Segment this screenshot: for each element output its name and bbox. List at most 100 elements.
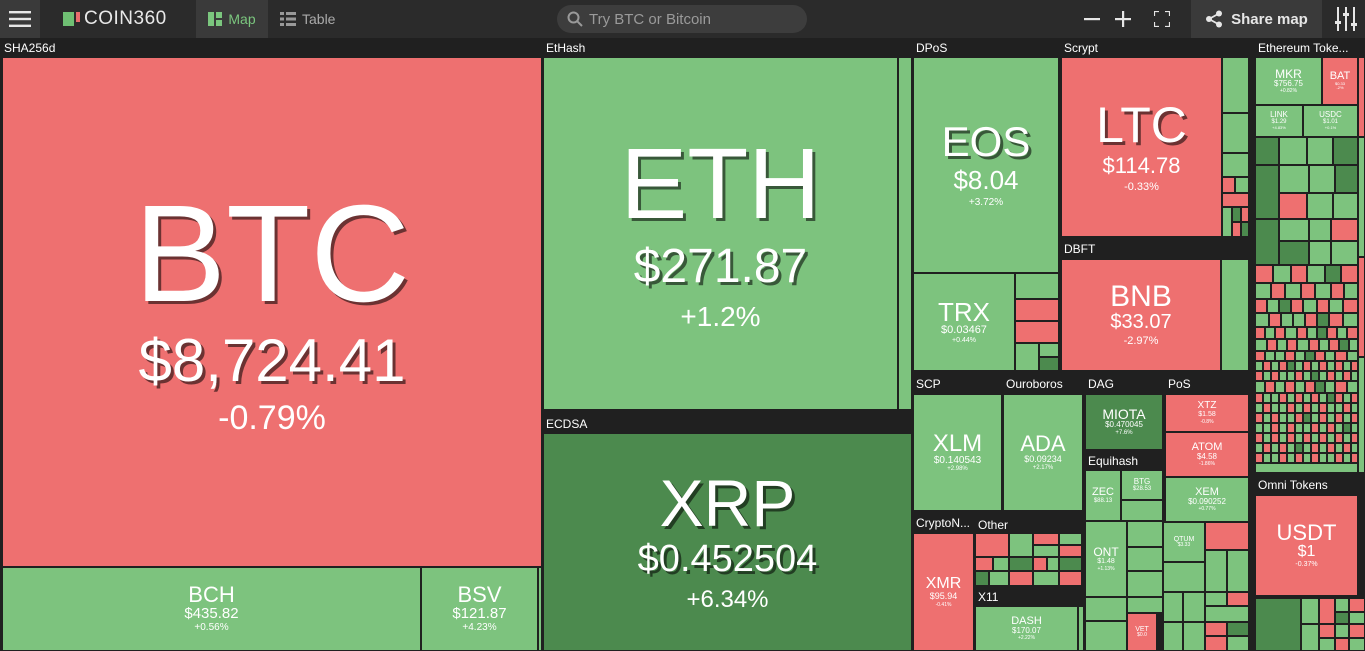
- coin-tile-small[interactable]: [1307, 137, 1333, 165]
- coin-tile-small[interactable]: [1358, 57, 1365, 137]
- coin-tile-small[interactable]: [1085, 597, 1127, 621]
- coin-tile-small[interactable]: [1085, 621, 1127, 651]
- coin-tile-small[interactable]: [1311, 371, 1319, 381]
- coin-tile-small[interactable]: [1279, 443, 1287, 453]
- coin-tile-small[interactable]: [1275, 327, 1285, 339]
- coin-tile-bch[interactable]: BCH $435.82 +0.56%: [2, 567, 421, 651]
- coin-tile-small[interactable]: [1271, 423, 1279, 433]
- search-input[interactable]: [587, 9, 801, 29]
- coin-tile-small[interactable]: [1221, 259, 1249, 371]
- coin-tile-small[interactable]: [1287, 453, 1295, 463]
- coin-tile-small[interactable]: [1265, 381, 1275, 393]
- coin-tile-small[interactable]: [1279, 241, 1309, 265]
- menu-button[interactable]: [0, 0, 40, 38]
- coin-tile-btg[interactable]: BTG $28.53: [1121, 470, 1163, 500]
- coin-tile-small[interactable]: [1227, 550, 1249, 592]
- coin-tile-small[interactable]: [1255, 381, 1265, 393]
- coin-tile-small[interactable]: [1255, 433, 1263, 443]
- coin-tile-small[interactable]: [1303, 443, 1311, 453]
- coin-tile-small[interactable]: [1255, 463, 1358, 473]
- coin-tile-small[interactable]: [1351, 433, 1358, 443]
- coin-tile-small[interactable]: [1232, 222, 1241, 237]
- coin-tile-small[interactable]: [1078, 606, 1084, 651]
- coin-tile-small[interactable]: [1333, 193, 1358, 219]
- coin-tile-bsv[interactable]: BSV $121.87 +4.23%: [421, 567, 538, 651]
- coin-tile-small[interactable]: [1325, 351, 1335, 361]
- coin-tile-small[interactable]: [1255, 299, 1267, 313]
- coin-tile-xem[interactable]: XEM $0.090252 +0.77%: [1165, 477, 1249, 522]
- coin-tile-small[interactable]: [898, 57, 912, 410]
- coin-tile-small[interactable]: [1265, 327, 1275, 339]
- coin-tile-small[interactable]: [1279, 361, 1287, 371]
- coin-tile-small[interactable]: [1009, 571, 1033, 586]
- coin-tile-bnb[interactable]: BNB $33.07 -2.97%: [1061, 259, 1221, 371]
- coin-tile-small[interactable]: [1349, 638, 1365, 651]
- coin-tile-small[interactable]: [1279, 371, 1287, 381]
- coin-tile-xlm[interactable]: XLM $0.140543 +2.98%: [913, 394, 1002, 511]
- coin-tile-vet[interactable]: VET $0.0: [1127, 613, 1157, 651]
- coin-tile-small[interactable]: [1263, 393, 1271, 403]
- coin-tile-small[interactable]: [1327, 423, 1335, 433]
- coin-tile-small[interactable]: [1295, 413, 1303, 423]
- coin-tile-small[interactable]: [1295, 351, 1305, 361]
- coin-tile-small[interactable]: [1315, 381, 1325, 393]
- coin-tile-small[interactable]: [1183, 592, 1205, 622]
- coin-tile-small[interactable]: [1291, 265, 1307, 283]
- coin-tile-small[interactable]: [1319, 403, 1327, 413]
- coin-tile-small[interactable]: [1349, 339, 1358, 351]
- coin-tile-small[interactable]: [1205, 606, 1249, 622]
- coin-tile-small[interactable]: [1337, 327, 1347, 339]
- coin-tile-small[interactable]: [1303, 361, 1311, 371]
- coin-tile-small[interactable]: [1222, 153, 1249, 177]
- coin-tile-small[interactable]: [1015, 321, 1059, 343]
- coin-tile-zec[interactable]: ZEC $88.13: [1085, 470, 1121, 521]
- coin-tile-small[interactable]: [1311, 403, 1319, 413]
- coin-tile-eth[interactable]: ETH $271.87 +1.2%: [543, 57, 898, 410]
- coin-tile-small[interactable]: [1263, 371, 1271, 381]
- coin-tile-small[interactable]: [1295, 453, 1303, 463]
- coin-tile-small[interactable]: [1331, 283, 1344, 299]
- coin-tile-small[interactable]: [1331, 219, 1358, 241]
- coin-tile-small[interactable]: [1295, 423, 1303, 433]
- coin-tile-small[interactable]: [1255, 413, 1263, 423]
- coin-tile-small[interactable]: [1163, 562, 1205, 592]
- coin-tile-small[interactable]: [1227, 636, 1249, 651]
- coin-tile-small[interactable]: [1335, 371, 1343, 381]
- coin-tile-small[interactable]: [1287, 403, 1295, 413]
- settings-button[interactable]: [1326, 0, 1365, 38]
- coin-tile-trx[interactable]: TRX $0.03467 +0.44%: [913, 273, 1015, 371]
- coin-tile-small[interactable]: [1273, 265, 1291, 283]
- coin-tile-small[interactable]: [1329, 299, 1343, 313]
- coin-tile-small[interactable]: [1241, 222, 1249, 237]
- coin-tile-small[interactable]: [1301, 624, 1319, 651]
- coin-tile-small[interactable]: [1311, 443, 1319, 453]
- coin-tile-small[interactable]: [1347, 327, 1358, 339]
- coin-tile-small[interactable]: [1287, 433, 1295, 443]
- coin-tile-miota[interactable]: MIOTA $0.470045 +7.6%: [1085, 394, 1163, 450]
- zoom-in-button[interactable]: [1113, 0, 1133, 38]
- coin-tile-eos[interactable]: EOS $8.04 +3.72%: [913, 57, 1059, 273]
- coin-tile-small[interactable]: [1279, 423, 1287, 433]
- coin-tile-small[interactable]: [1015, 299, 1059, 321]
- coin-tile-small[interactable]: [1255, 443, 1263, 453]
- coin-tile-small[interactable]: [1263, 423, 1271, 433]
- coin-tile-small[interactable]: [1279, 433, 1287, 443]
- coin-tile-small[interactable]: [1319, 433, 1327, 443]
- coin-tile-small[interactable]: [1343, 453, 1351, 463]
- coin-tile-small[interactable]: [1285, 351, 1295, 361]
- coin-tile-small[interactable]: [1329, 339, 1339, 351]
- coin-tile-small[interactable]: [1343, 443, 1351, 453]
- coin-tile-small[interactable]: [1263, 433, 1271, 443]
- coin-tile-small[interactable]: [1311, 361, 1319, 371]
- coin-tile-small[interactable]: [1335, 165, 1358, 193]
- coin-tile-small[interactable]: [1015, 273, 1059, 299]
- coin-tile-small[interactable]: [1309, 241, 1331, 265]
- coin-tile-small[interactable]: [1279, 137, 1307, 165]
- coin-tile-small[interactable]: [1351, 393, 1358, 403]
- coin-tile-small[interactable]: [1255, 265, 1273, 283]
- coin-tile-small[interactable]: [1343, 299, 1358, 313]
- coin-tile-small[interactable]: [1358, 257, 1365, 357]
- coin-tile-small[interactable]: [1295, 393, 1303, 403]
- coin-tile-small[interactable]: [1287, 393, 1295, 403]
- coin-tile-small[interactable]: [1335, 423, 1343, 433]
